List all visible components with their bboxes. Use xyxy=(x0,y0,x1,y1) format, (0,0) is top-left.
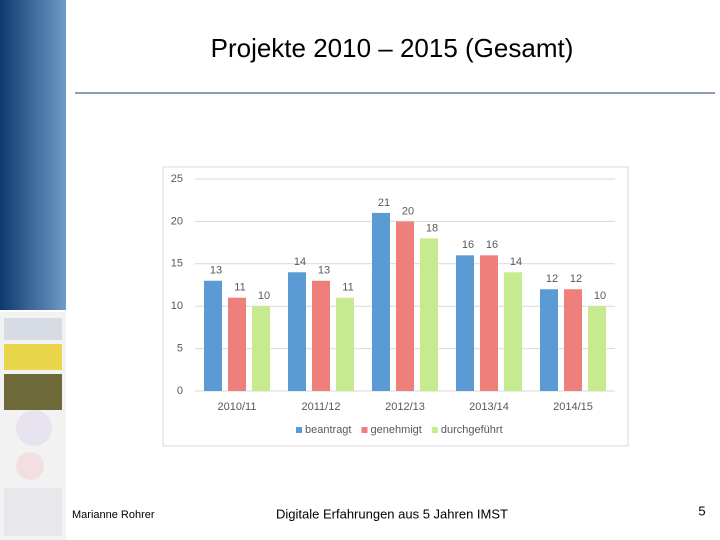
legend-swatch xyxy=(296,427,302,433)
page-number: 5 xyxy=(698,503,705,518)
data-label: 14 xyxy=(294,256,306,268)
bar xyxy=(564,289,582,391)
bar xyxy=(504,272,522,391)
x-tick-label: 2013/14 xyxy=(469,401,509,413)
x-tick-label: 2014/15 xyxy=(553,401,593,413)
legend-swatch xyxy=(361,427,368,433)
bar xyxy=(396,221,414,391)
data-label: 13 xyxy=(210,265,222,277)
bar xyxy=(456,255,474,391)
bar xyxy=(420,238,438,391)
x-tick-label: 2010/11 xyxy=(218,401,257,413)
data-label: 13 xyxy=(318,265,330,277)
footer-author: Marianne Rohrer xyxy=(72,509,155,521)
side-image xyxy=(0,0,66,310)
bar xyxy=(336,297,354,391)
footer-center: Digitale Erfahrungen aus 5 Jahren IMST xyxy=(276,506,508,521)
data-label: 10 xyxy=(594,290,606,302)
bar xyxy=(228,297,246,391)
data-label: 16 xyxy=(486,239,498,251)
slide-title: Projekte 2010 – 2015 (Gesamt) xyxy=(211,33,574,63)
bar xyxy=(588,306,606,391)
bar xyxy=(480,255,498,391)
y-tick-label: 5 xyxy=(177,343,183,355)
legend-label: durchgeführt xyxy=(441,424,503,436)
legend-label: beantragt xyxy=(305,424,351,436)
data-label: 20 xyxy=(402,205,414,217)
data-label: 14 xyxy=(510,256,522,268)
y-tick-label: 0 xyxy=(177,385,183,397)
bar xyxy=(540,289,558,391)
data-label: 16 xyxy=(462,239,474,251)
data-label: 12 xyxy=(546,273,558,285)
logo xyxy=(16,410,52,446)
bar xyxy=(312,280,330,391)
data-label: 10 xyxy=(258,290,270,302)
data-label: 12 xyxy=(570,273,582,285)
bar xyxy=(372,212,390,391)
bar xyxy=(288,272,306,391)
logo xyxy=(4,344,62,370)
legend-swatch xyxy=(431,427,438,433)
x-tick-label: 2012/13 xyxy=(385,401,425,413)
bar xyxy=(252,306,270,391)
y-tick-label: 20 xyxy=(171,215,183,227)
y-tick-label: 10 xyxy=(171,300,183,312)
y-tick-label: 25 xyxy=(171,173,183,185)
x-tick-label: 2011/12 xyxy=(302,401,341,413)
data-label: 18 xyxy=(426,222,438,234)
data-label: 11 xyxy=(342,282,353,294)
legend-label: genehmigt xyxy=(370,424,421,436)
logo xyxy=(4,318,62,340)
plot: 05101520252010/111311102011/121413112012… xyxy=(171,173,615,436)
data-label: 21 xyxy=(378,197,390,209)
data-label: 11 xyxy=(234,282,245,294)
logo xyxy=(4,374,62,410)
bar xyxy=(204,280,222,391)
logo xyxy=(4,488,62,536)
logo xyxy=(16,452,44,480)
y-tick-label: 15 xyxy=(171,258,183,270)
